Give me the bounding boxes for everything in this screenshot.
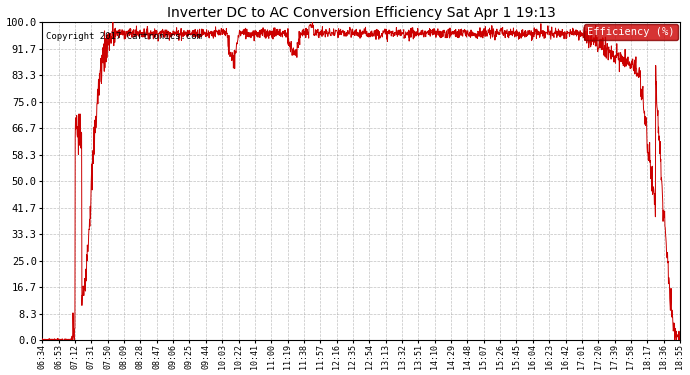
Legend: Efficiency (%): Efficiency (%) [584,24,678,40]
Text: Copyright 2017 Cartronics.com: Copyright 2017 Cartronics.com [46,32,201,40]
Title: Inverter DC to AC Conversion Efficiency Sat Apr 1 19:13: Inverter DC to AC Conversion Efficiency … [167,6,555,20]
